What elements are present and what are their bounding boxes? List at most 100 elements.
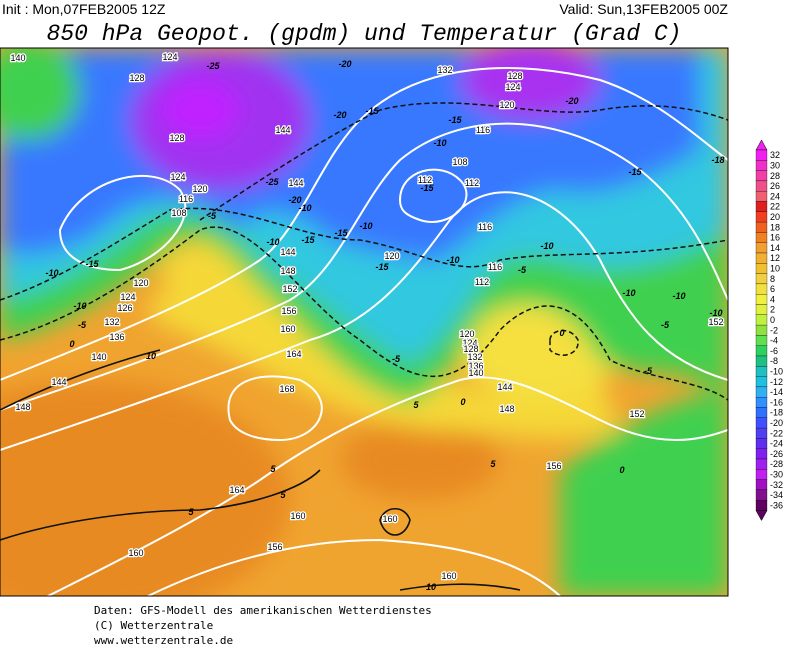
colorbar-label: -6 — [770, 346, 778, 356]
contour-label: -10 — [359, 221, 372, 231]
contour-label: 140 — [10, 53, 25, 63]
colorbar-label: 26 — [770, 181, 780, 191]
contour-label: 148 — [280, 266, 295, 276]
geopotential-contours — [0, 67, 728, 596]
colorbar-swatch — [755, 221, 768, 233]
contour-label: -5 — [644, 366, 653, 376]
contour-label: 128 — [169, 133, 184, 143]
warm-temperature-contours — [0, 349, 521, 591]
colorbar-label: 6 — [770, 284, 775, 294]
colorbar-swatch — [755, 324, 768, 336]
colorbar-label: -12 — [770, 377, 783, 387]
contour-label: 10 — [146, 351, 156, 361]
contour-label: 128 — [129, 73, 144, 83]
contour-label: 144 — [280, 247, 295, 257]
contour-label: 132 — [104, 317, 119, 327]
contour-label: 5 — [270, 464, 276, 474]
contour-label: 120 — [133, 278, 148, 288]
colorbar-label: -20 — [770, 418, 783, 428]
contour-label: -18 — [711, 155, 724, 165]
colorbar-label: 2 — [770, 305, 775, 315]
contour-label: 120 — [192, 184, 207, 194]
temperature-field — [0, 48, 728, 596]
contour-label: 112 — [475, 277, 489, 287]
colorbar-swatch — [755, 191, 768, 202]
contour-label: -10 — [709, 308, 722, 318]
footer-line: (C) Wetterzentrale — [94, 619, 213, 632]
colorbar-swatch — [755, 448, 768, 460]
colorbar-swatch — [755, 407, 768, 418]
contour-label: 116 — [488, 262, 502, 272]
colorbar-label: -24 — [770, 439, 783, 449]
colorbar-swatch — [755, 366, 768, 377]
contour-label: -20 — [288, 195, 301, 205]
contour-label: 128 — [507, 71, 522, 81]
contour-label: 160 — [128, 548, 143, 558]
contour-label: 132 — [467, 352, 482, 362]
contour-label: 116 — [478, 222, 492, 232]
contour-label: 124 — [162, 52, 177, 62]
contour-label: -10 — [540, 241, 553, 251]
contour-label: 124 — [462, 338, 477, 348]
contour-label: 5 — [490, 459, 496, 469]
colorbar-label: 20 — [770, 212, 780, 222]
contour-label: -15 — [420, 183, 434, 193]
contour-label: 10 — [426, 582, 436, 592]
contour-label: 120 — [499, 100, 514, 110]
contour-label: -10 — [433, 138, 446, 148]
map-frame — [0, 47, 729, 597]
colorbar-label: -18 — [770, 408, 783, 418]
contour-label: 5 — [188, 507, 194, 517]
colorbar-arrow-top — [755, 139, 768, 151]
colorbar-label: -36 — [770, 500, 783, 510]
colorbar-label: 28 — [770, 171, 780, 181]
colorbar-swatch — [755, 469, 768, 480]
contour-label: -10 — [298, 203, 311, 213]
colorbar-swatch — [755, 458, 768, 470]
contour-label: 136 — [109, 332, 124, 342]
colorbar-label: 18 — [770, 222, 780, 232]
colorbar-swatch — [755, 355, 768, 367]
contour-label: -10 — [446, 255, 459, 265]
colorbar-swatch — [755, 180, 768, 192]
colorbar-label: 32 — [770, 150, 780, 160]
colorbar-label: -34 — [770, 490, 783, 500]
contour-label: -15 — [365, 106, 379, 116]
colorbar-label: -26 — [770, 449, 783, 459]
colorbar-swatch — [755, 170, 768, 182]
contour-label: 144 — [51, 377, 66, 387]
contour-label: -5 — [661, 320, 670, 330]
contour-label: -10 — [672, 291, 685, 301]
map-title: 850 hPa Geopot. (gpdm) und Temperatur (G… — [47, 21, 682, 47]
contour-label: 120 — [384, 251, 399, 261]
colorbar-swatch — [755, 376, 768, 388]
contour-label: 124 — [505, 82, 520, 92]
colorbar-label: 4 — [770, 294, 775, 304]
colorbar-swatch — [755, 160, 768, 171]
contour-label: -15 — [375, 262, 389, 272]
contour-label: -25 — [206, 61, 220, 71]
contour-label: -5 — [78, 320, 87, 330]
contour-label: 148 — [15, 402, 30, 412]
contour-label: 160 — [280, 324, 295, 334]
contour-label: 152 — [629, 409, 644, 419]
colorbar-label: -32 — [770, 480, 783, 490]
colorbar: 32302826242220181614121086420-2-4-6-8-10… — [755, 139, 783, 522]
init-time: Init : Mon,07FEB2005 12Z — [2, 1, 166, 17]
colorbar-label: -22 — [770, 428, 783, 438]
contour-label: 136 — [468, 361, 483, 371]
contour-label: 5 — [280, 490, 286, 500]
colorbar-label: -4 — [770, 336, 778, 346]
contour-label: 156 — [281, 306, 296, 316]
contour-label: 132 — [437, 65, 452, 75]
colorbar-swatch — [755, 232, 768, 243]
colorbar-swatch — [755, 149, 768, 161]
contour-label: 124 — [120, 292, 135, 302]
colorbar-swatch — [755, 242, 768, 254]
colorbar-swatch — [755, 252, 768, 264]
colorbar-label: -30 — [770, 469, 783, 479]
contour-label: -15 — [301, 235, 315, 245]
contour-label: 152 — [708, 317, 723, 327]
